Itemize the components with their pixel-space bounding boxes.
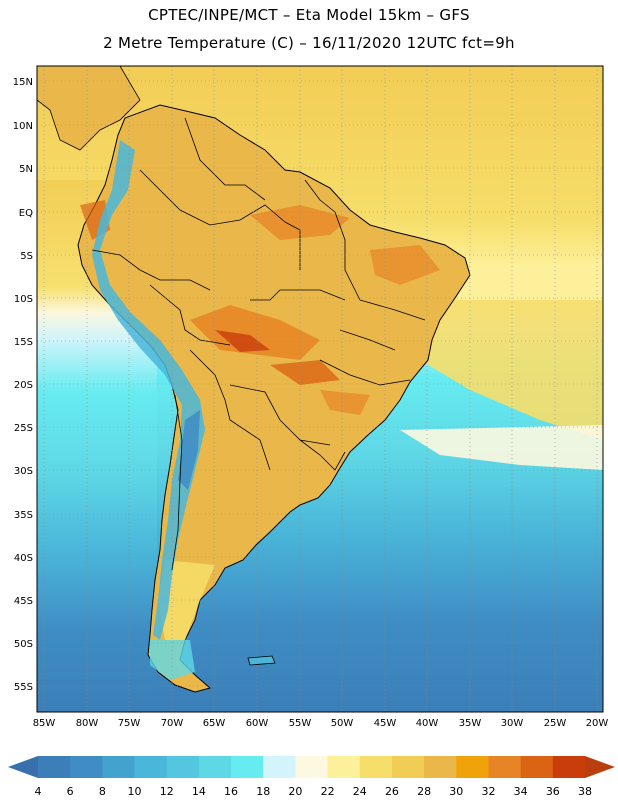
- colorbar-swatch: [295, 756, 329, 778]
- andes-cold-strip: [92, 140, 205, 640]
- colorbar-tick-label: 16: [224, 785, 238, 798]
- lon-label: 30W: [501, 718, 524, 729]
- colorbar-tick-label: 22: [321, 785, 335, 798]
- colorbar-swatch: [359, 756, 393, 778]
- colorbar-tick-label: 28: [417, 785, 431, 798]
- colorbar-legend: 4 6 8 10 12 14 16 18 20 22 24 26 28 30 32 34 36 38: [8, 756, 615, 798]
- colorbar-swatch: [488, 756, 522, 778]
- atlantic-mild-band: [400, 425, 603, 470]
- colorbar-ticks: 4 6 8 10 12 14 16 18 20 22 24 26 28 30 32 34 36 38: [35, 785, 593, 798]
- lon-label: 60W: [246, 718, 269, 729]
- lon-label: 50W: [331, 718, 354, 729]
- lon-label: 20W: [586, 718, 609, 729]
- lon-label: 80W: [76, 718, 99, 729]
- lon-label: 70W: [161, 718, 184, 729]
- colorbar-tick-label: 26: [385, 785, 399, 798]
- lat-label: 5S: [20, 251, 33, 262]
- hot-zone-mato-grosso: [190, 305, 320, 360]
- lon-label: 40W: [416, 718, 439, 729]
- map-frame: [36, 65, 604, 713]
- colorbar-tick-label: 6: [67, 785, 74, 798]
- hot-core-pantanal: [215, 330, 270, 352]
- colorbar-tick-label: 18: [256, 785, 270, 798]
- longitude-axis: 85W 80W 75W 70W 65W 60W 55W 50W 45W 40W …: [33, 718, 609, 729]
- colorbar-swatch: [231, 756, 264, 778]
- hot-zone-south-central: [270, 360, 340, 385]
- hot-zone-northeast: [370, 245, 440, 285]
- lat-label: 10N: [13, 121, 33, 132]
- latitude-axis: 15N 10N 5N EQ 5S 10S 15S 20S 25S 30S 35S…: [13, 77, 33, 693]
- map-title-line-2: 2 Metre Temperature (C) – 16/11/2020 12U…: [103, 34, 515, 52]
- colorbar-swatch: [391, 756, 425, 778]
- lat-label: 30S: [14, 466, 33, 477]
- colorbar-tick-label: 36: [546, 785, 560, 798]
- lat-label: EQ: [19, 208, 33, 219]
- colorbar-swatch: [198, 756, 232, 778]
- colorbar-tick-label: 14: [192, 785, 206, 798]
- colorbar-swatch: [38, 756, 71, 778]
- lat-label: 25S: [14, 423, 33, 434]
- country-borders: [91, 117, 426, 571]
- colorbar-tick-label: 20: [288, 785, 302, 798]
- colorbar-swatches: [38, 756, 586, 778]
- colorbar-swatch: [552, 756, 586, 778]
- lat-label: 10S: [14, 294, 33, 305]
- lon-label: 85W: [33, 718, 56, 729]
- lat-label: 40S: [14, 553, 33, 564]
- colorbar-swatch: [70, 756, 103, 778]
- lon-label: 35W: [459, 718, 482, 729]
- lon-label: 65W: [203, 718, 226, 729]
- lat-label: 55S: [14, 682, 33, 693]
- colorbar-tick-label: 24: [353, 785, 367, 798]
- lon-label: 55W: [289, 718, 312, 729]
- colorbar-tick-label: 30: [449, 785, 463, 798]
- lon-label: 25W: [544, 718, 567, 729]
- colorbar-high-arrow: [585, 756, 615, 778]
- hot-zone-sao-paulo: [320, 390, 370, 415]
- colorbar-tick-label: 38: [578, 785, 592, 798]
- lat-label: 50S: [14, 639, 33, 650]
- lat-label: 45S: [14, 596, 33, 607]
- lat-label: 15S: [14, 337, 33, 348]
- colorbar-swatch: [456, 756, 489, 778]
- lat-label: 20S: [14, 380, 33, 391]
- colorbar-low-arrow: [8, 756, 38, 778]
- map-title-line-1: CPTEC/INPE/MCT – Eta Model 15km – GFS: [148, 6, 470, 24]
- colorbar-tick-label: 32: [481, 785, 495, 798]
- colorbar-tick-label: 8: [99, 785, 106, 798]
- colorbar-swatch: [134, 756, 168, 778]
- patagonia-cool-zone: [158, 560, 215, 640]
- colorbar-tick-label: 10: [128, 785, 142, 798]
- lon-label: 75W: [118, 718, 141, 729]
- colorbar-swatch: [424, 756, 457, 778]
- colorbar-swatch: [102, 756, 136, 778]
- falkland-islands: [247, 655, 276, 666]
- colorbar-swatch: [263, 756, 296, 778]
- colorbar-swatch: [327, 756, 361, 778]
- colorbar-tick-label: 12: [160, 785, 174, 798]
- central-america-land: [37, 66, 141, 151]
- lat-label: 35S: [14, 510, 33, 521]
- andes-high-peaks: [178, 410, 200, 490]
- lat-label: 15N: [13, 77, 33, 88]
- colorbar-tick-label: 4: [35, 785, 42, 798]
- colorbar-tick-label: 34: [514, 785, 528, 798]
- tierra-del-fuego-cold-zone: [150, 640, 195, 680]
- map-area: [37, 66, 603, 712]
- lon-label: 45W: [374, 718, 397, 729]
- colorbar-swatch: [166, 756, 200, 778]
- lat-label: 5N: [19, 164, 33, 175]
- colorbar-swatch: [520, 756, 554, 778]
- atlantic-warm-zone: [420, 300, 603, 440]
